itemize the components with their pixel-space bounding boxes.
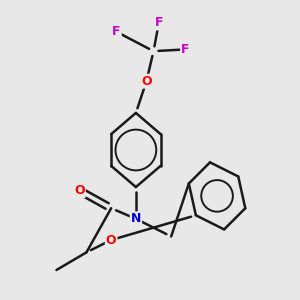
Text: O: O <box>74 184 85 197</box>
Text: F: F <box>112 25 121 38</box>
Text: N: N <box>131 212 141 225</box>
Text: F: F <box>181 43 190 56</box>
Text: O: O <box>106 233 116 247</box>
Text: F: F <box>154 16 163 29</box>
Text: O: O <box>141 75 152 88</box>
